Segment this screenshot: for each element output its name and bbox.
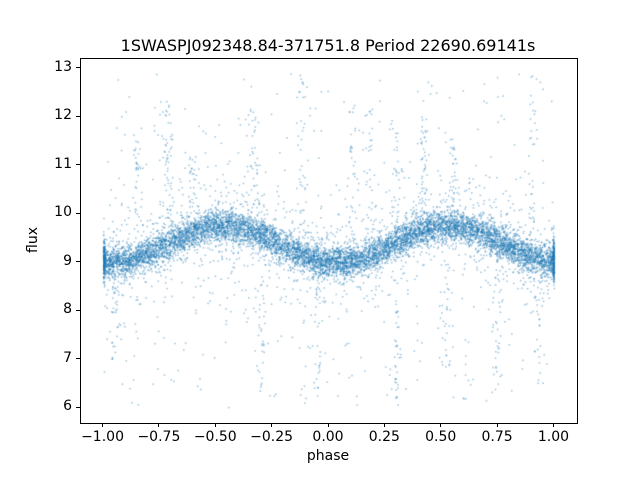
- x-tick-mark: [383, 423, 385, 427]
- x-tick-mark: [440, 423, 442, 427]
- x-tick-label: 0.75: [481, 429, 513, 445]
- x-axis-label: phase: [306, 448, 350, 464]
- x-tick-label: 0.25: [368, 429, 400, 445]
- y-tick-mark: [76, 212, 80, 214]
- y-tick-label: 12: [54, 107, 72, 124]
- y-tick-mark: [76, 309, 80, 311]
- x-tick-mark: [158, 423, 160, 427]
- scatter-points-canvas: [81, 59, 577, 423]
- x-tick-mark: [214, 423, 216, 427]
- y-tick-mark: [76, 406, 80, 408]
- y-tick-label: 10: [54, 204, 72, 221]
- y-tick-mark: [76, 164, 80, 166]
- x-tick-label: −0.75: [137, 429, 181, 445]
- x-tick-label: 1.00: [537, 429, 570, 445]
- x-tick-mark: [102, 423, 104, 427]
- y-tick-label: 7: [63, 349, 72, 366]
- x-tick-label: −1.00: [81, 429, 124, 445]
- y-tick-label: 13: [54, 58, 72, 75]
- x-tick-label: 0.00: [312, 429, 344, 445]
- y-tick-mark: [76, 67, 80, 69]
- x-tick-label: −0.50: [193, 429, 237, 445]
- y-tick-mark: [76, 358, 80, 360]
- x-tick-mark: [552, 423, 554, 427]
- chart-title: 1SWASPJ092348.84-371751.8 Period 22690.6…: [120, 36, 536, 55]
- x-tick-label: −0.25: [250, 429, 294, 445]
- y-tick-mark: [76, 115, 80, 117]
- x-tick-label: 0.50: [425, 429, 457, 445]
- y-tick-label: 11: [54, 155, 72, 172]
- x-tick-mark: [327, 423, 329, 427]
- y-tick-label: 9: [63, 252, 72, 269]
- x-tick-mark: [496, 423, 498, 427]
- y-tick-mark: [76, 261, 80, 263]
- y-tick-label: 8: [63, 301, 72, 318]
- x-tick-mark: [271, 423, 273, 427]
- y-axis-label: flux: [25, 227, 41, 253]
- y-tick-label: 6: [63, 398, 72, 415]
- plot-area: [80, 58, 578, 424]
